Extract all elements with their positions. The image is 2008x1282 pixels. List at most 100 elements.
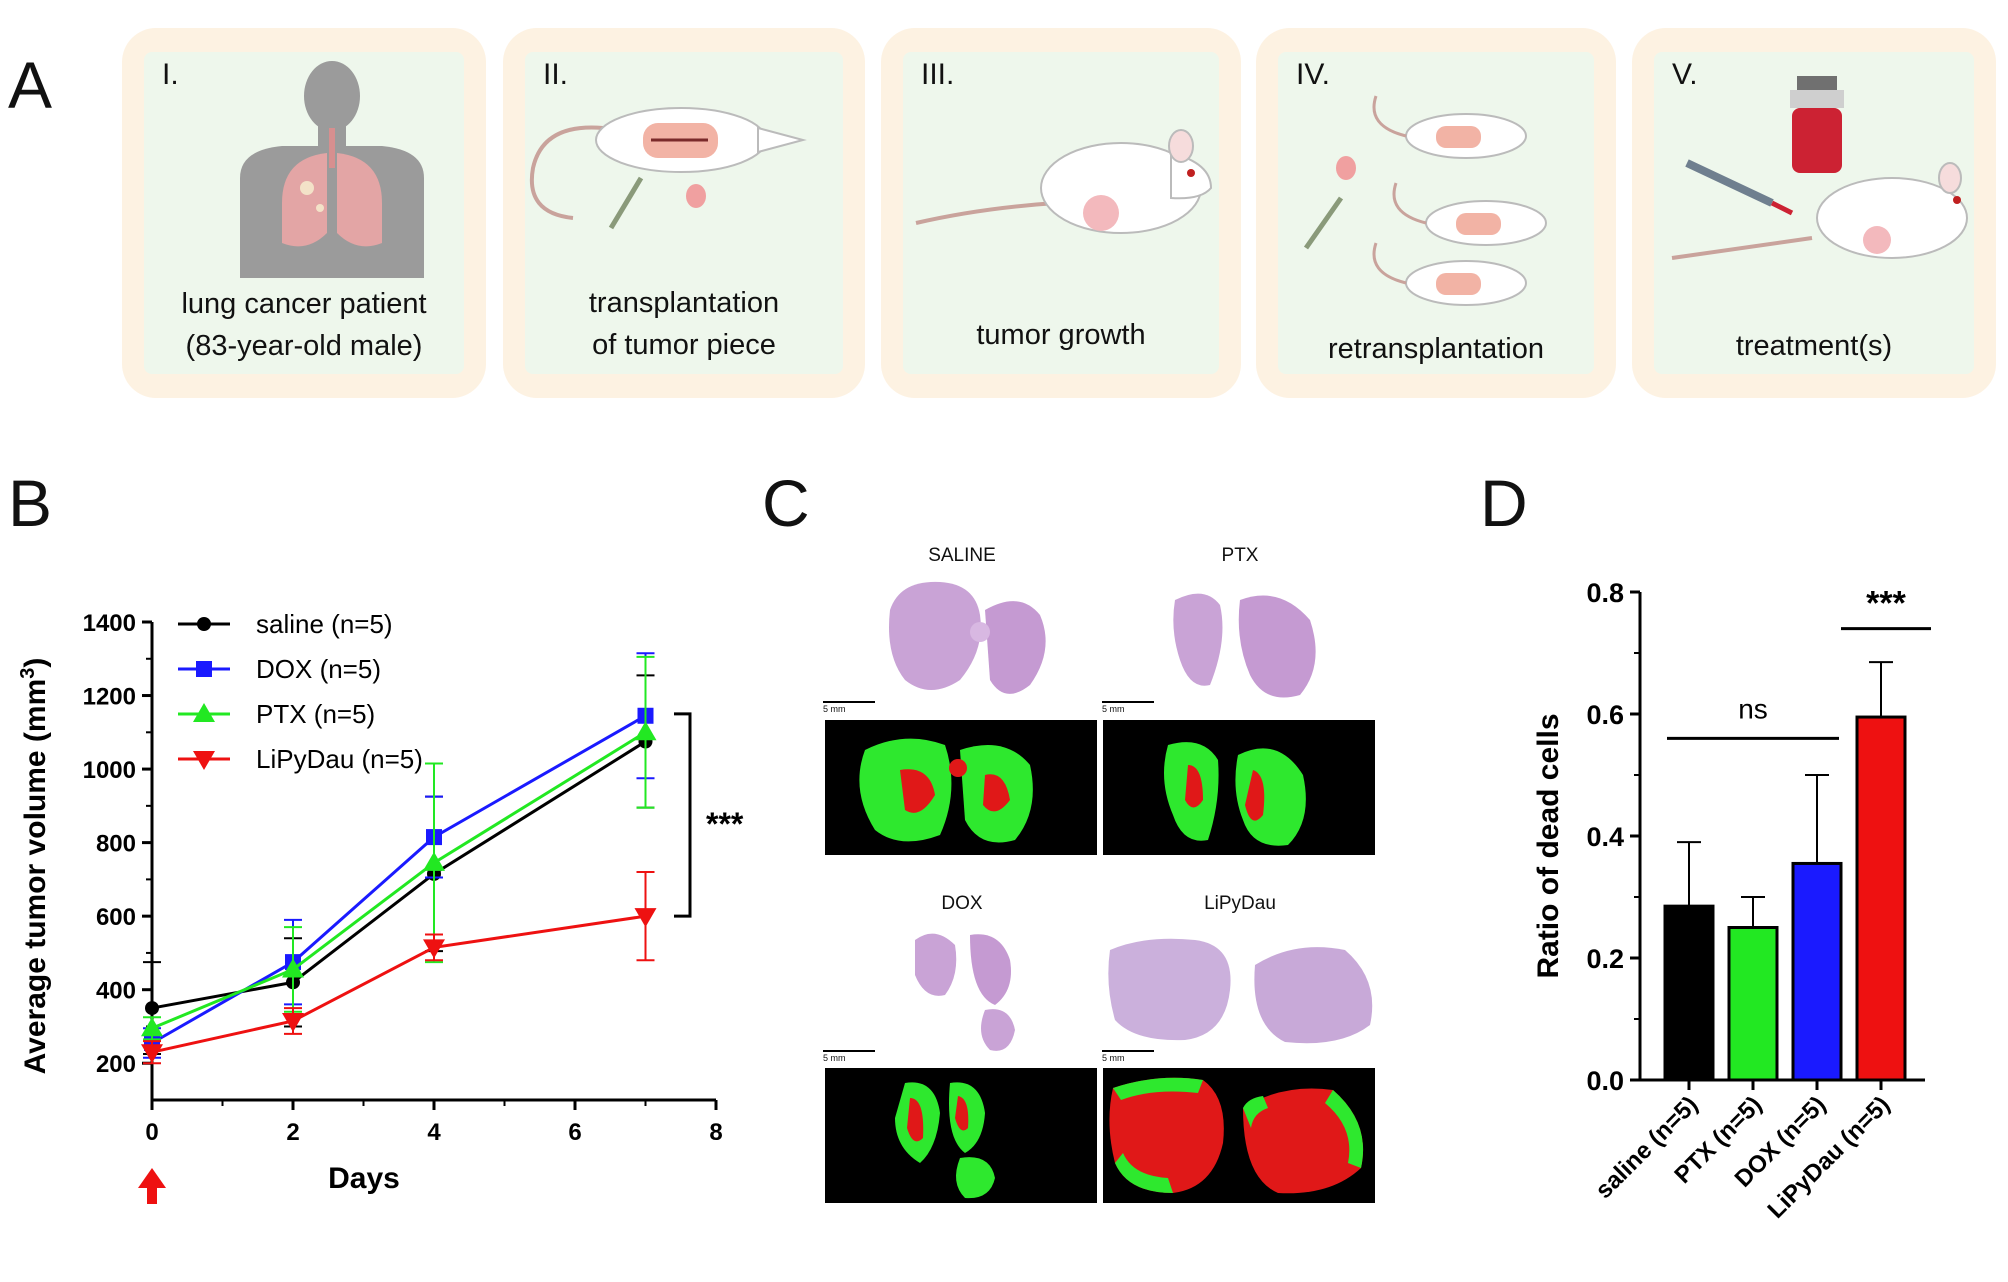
panel-label-b: B [8, 466, 53, 540]
b-x-tick-label: 2 [286, 1119, 299, 1146]
b-significance-stars: *** [706, 806, 744, 842]
b-legend-marker [193, 751, 215, 770]
d-y-tick-label: 0.8 [1586, 578, 1624, 608]
d-y-tick-label: 0.4 [1586, 822, 1624, 852]
b-significance-bracket [674, 712, 692, 918]
b-x-tick-label: 6 [568, 1119, 581, 1146]
b-legend-label: PTX (n=5) [256, 699, 375, 729]
b-legend-label: LiPyDau (n=5) [256, 744, 423, 774]
b-data-point [634, 721, 657, 741]
b-series-line [151, 914, 646, 1054]
mask-saline [825, 720, 1097, 855]
he-stain-ptx [1173, 593, 1316, 698]
b-series-line [151, 731, 647, 1030]
d-ns-label: ns [1738, 693, 1768, 724]
step-1-caption-line-1: lung cancer patient [181, 288, 427, 320]
step-4-numeral: IV. [1296, 58, 1330, 91]
b-series-2 [141, 655, 657, 1041]
b-x-axis-title: Days [328, 1162, 400, 1195]
b-legend-marker [197, 617, 211, 631]
dead-cells-bar-chart: 0.00.20.40.60.8 saline (n=5)PTX (n=5)DOX… [1532, 578, 1931, 1224]
he-stain-saline [889, 581, 1046, 694]
step-2-caption-line-1: transplantation [588, 287, 780, 319]
panel-label-c: C [762, 466, 810, 540]
d-bar [1855, 715, 1907, 1082]
panel-label-d: D [1480, 466, 1528, 540]
b-legend-marker [196, 661, 212, 677]
d-y-tick-label: 0.2 [1586, 944, 1624, 974]
workflow-step-4: IV. retransplantation [1256, 28, 1616, 398]
b-series-line [151, 740, 647, 1010]
step-1-caption-line-2: (83-year-old male) [185, 330, 423, 362]
step-3-caption-line-1: tumor growth [976, 319, 1146, 351]
b-data-point [423, 939, 445, 959]
b-x-tick-label: 4 [427, 1119, 441, 1146]
mask-ptx [1103, 720, 1375, 855]
d-y-axis-title: Ratio of dead cells [1532, 713, 1565, 978]
histology-label-saline: SALINE [928, 545, 996, 566]
transplant-mouse-icon [529, 107, 807, 230]
b-data-point [634, 908, 657, 928]
scale-label-dox: 5 mm [823, 1053, 846, 1063]
step-1-numeral: I. [162, 58, 179, 91]
b-data-point [141, 1017, 163, 1037]
b-data-point [282, 1012, 304, 1032]
step-2-caption-line-2: of tumor piece [592, 329, 776, 361]
scale-bar-lipydau [1102, 1050, 1154, 1052]
scale-label-saline: 5 mm [823, 704, 846, 714]
b-series-0 [143, 674, 655, 1056]
mask-lipydau [1103, 1068, 1375, 1203]
b-series-3 [141, 871, 657, 1065]
retransplant-mice-icon [1303, 95, 1547, 306]
b-data-point [145, 1001, 159, 1016]
b-start-arrow-icon [138, 1168, 166, 1188]
histology-label-lipydau: LiPyDau [1204, 893, 1276, 914]
treatment-syringe-icon [1671, 76, 1968, 260]
b-y-tick-label: 1200 [83, 684, 136, 711]
workflow-step-5: V. treatment(s) [1632, 28, 1996, 398]
he-stain-lipydau [1108, 938, 1373, 1044]
b-data-point [141, 1044, 163, 1064]
histology-label-dox: DOX [941, 893, 983, 914]
scale-label-ptx: 5 mm [1102, 704, 1125, 714]
b-legend-label: saline (n=5) [256, 609, 393, 639]
he-stain-dox [915, 933, 1015, 1051]
scale-bar-dox [823, 1050, 875, 1052]
d-bar [1727, 926, 1779, 1082]
scale-bar-ptx [1102, 701, 1154, 703]
d-bar [1791, 861, 1843, 1082]
b-y-tick-label: 200 [96, 1051, 136, 1078]
b-y-tick-label: 1000 [83, 757, 136, 784]
scale-label-lipydau: 5 mm [1102, 1053, 1125, 1063]
d-y-tick-label: 0.6 [1586, 700, 1624, 730]
b-series-line [151, 714, 647, 1045]
b-y-tick-label: 600 [96, 904, 136, 931]
workflow-step-2: II. transplantation of tumor piece [503, 28, 865, 398]
step-2-numeral: II. [543, 58, 569, 91]
step-4-caption-line-1: retransplantation [1327, 333, 1545, 365]
b-legend-marker [193, 703, 215, 722]
b-data-point [423, 851, 445, 871]
b-start-arrow-icon [147, 1186, 157, 1204]
b-legend-label: DOX (n=5) [256, 654, 381, 684]
tumor-volume-line-chart: 200 400 600 800 1000 1200 1400 0 2 4 6 8 saline (n=… [17, 609, 744, 1204]
workflow-step-1: I. lung cancer patient (83-year-old male… [122, 28, 486, 398]
b-y-tick-label: 1400 [83, 610, 136, 637]
step-2-background [525, 52, 843, 374]
step-5-caption-line-1: treatment(s) [1735, 330, 1893, 362]
mask-dox [825, 1068, 1097, 1203]
histology-label-ptx: PTX [1221, 545, 1259, 566]
d-bar [1663, 904, 1715, 1082]
panel-label-a: A [8, 48, 53, 122]
b-y-tick-label: 800 [96, 831, 136, 858]
b-x-tick-label: 8 [709, 1119, 722, 1146]
scale-bar-saline [823, 701, 875, 703]
b-data-point [282, 958, 304, 978]
workflow-step-3: III. tumor growth [881, 28, 1241, 398]
d-y-tick-label: 0.0 [1586, 1066, 1624, 1096]
b-x-tick-label: 0 [145, 1119, 158, 1146]
patient-lungs-icon [240, 61, 424, 278]
tumor-growth-mouse-icon [915, 129, 1213, 234]
step-5-numeral: V. [1672, 58, 1698, 91]
step-3-numeral: III. [921, 58, 955, 91]
